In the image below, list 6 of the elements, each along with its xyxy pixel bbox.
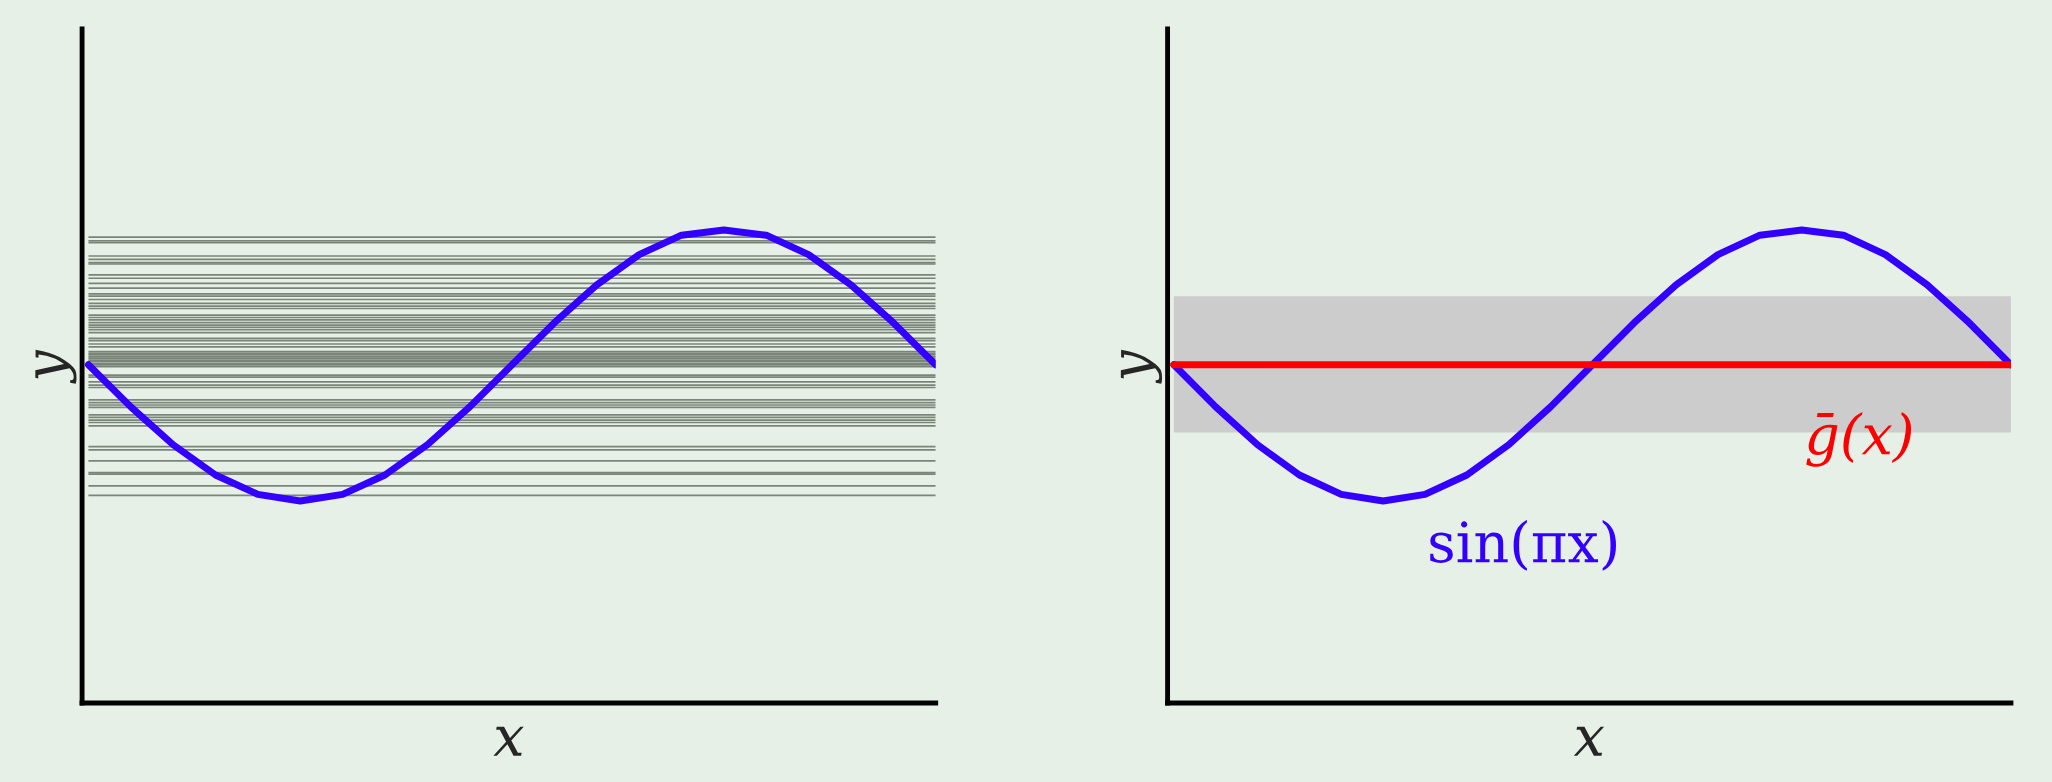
series-label: ḡ(x) [1806,412,1912,467]
x-axis-title: x [493,726,524,756]
series-label: sin(πx) [1430,519,1617,571]
y-axis-title: y [1120,349,1163,384]
x-axis-title: x [1573,726,1605,756]
y-axis-title: y [35,349,77,384]
